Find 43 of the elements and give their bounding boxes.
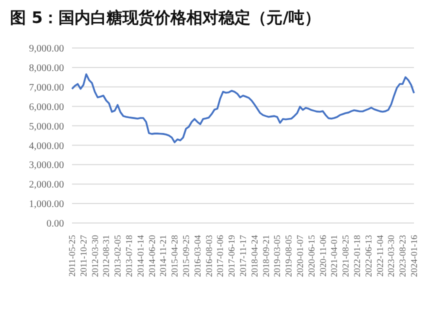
x-tick-label: 2020-01-07: [295, 234, 305, 277]
x-tick-label: 2013-07-18: [124, 234, 134, 277]
x-tick-label: 2011-10-27: [78, 234, 88, 277]
x-tick-label: 2021-08-25: [340, 234, 351, 277]
x-tick-label: 2014-01-14: [135, 234, 146, 277]
x-tick-label: 2020-11-06: [318, 234, 328, 277]
x-tick-label: 2017-06-19: [226, 234, 237, 277]
line-series: [71, 73, 415, 144]
x-tick-label: 2016-08-03: [204, 234, 214, 277]
y-tick-label: 2,000.00: [29, 180, 64, 191]
x-tick-label: 2013-02-05: [112, 234, 123, 277]
x-tick-label: 2022-06-13: [363, 234, 374, 277]
x-tick-label: 2024-01-16: [409, 234, 419, 277]
y-tick-label: 3,000.00: [29, 160, 64, 172]
x-tick-label: 2022-01-18: [352, 234, 362, 277]
x-tick-label: 2012-08-31: [101, 235, 112, 277]
y-tick-label: 7,000.00: [29, 82, 64, 94]
x-tick-label: 2023-08-23: [398, 234, 408, 277]
x-tick-label: 2015-04-28: [170, 234, 180, 277]
y-tick-label: 4,000.00: [29, 140, 64, 152]
y-tick-label: 1,000.00: [29, 199, 64, 210]
x-tick-label: 2017-01-06: [215, 234, 226, 277]
x-tick-label: 2015-09-25: [181, 234, 191, 277]
y-tick-label: 6,000.00: [29, 102, 64, 113]
y-tick-label: 5,000.00: [29, 121, 64, 132]
x-tick-label: 2012-03-30: [90, 234, 100, 277]
x-tick-label: 2019-03-05: [272, 234, 282, 277]
x-tick-label: 2019-08-05: [284, 234, 294, 277]
chart-title: 图 5：国内白糖现货价格相对稳定（元/吨）: [10, 8, 321, 29]
x-tick-label: 2021-04-01: [329, 235, 340, 277]
y-tick-label: 9,000.00: [29, 44, 64, 55]
x-tick-label: 2018-04-24: [249, 234, 260, 277]
y-tick-label: 8,000.00: [29, 62, 64, 74]
y-tick-label: 0.00: [46, 218, 64, 230]
x-tick-label: 2016-03-04: [192, 234, 202, 277]
x-tick-label: 2011-05-25: [67, 234, 77, 277]
x-tick-label: 2023-03-30: [386, 234, 396, 277]
x-tick-label: 2018-09-21: [260, 235, 271, 277]
x-tick-label: 2017-11-17: [238, 234, 248, 277]
x-tick-label: 2022-11-04: [374, 234, 385, 277]
x-tick-label: 2020-06-15: [306, 234, 316, 277]
x-tick-label: 2014-06-20: [146, 234, 157, 277]
x-tick-label: 2014-11-21: [158, 235, 168, 277]
